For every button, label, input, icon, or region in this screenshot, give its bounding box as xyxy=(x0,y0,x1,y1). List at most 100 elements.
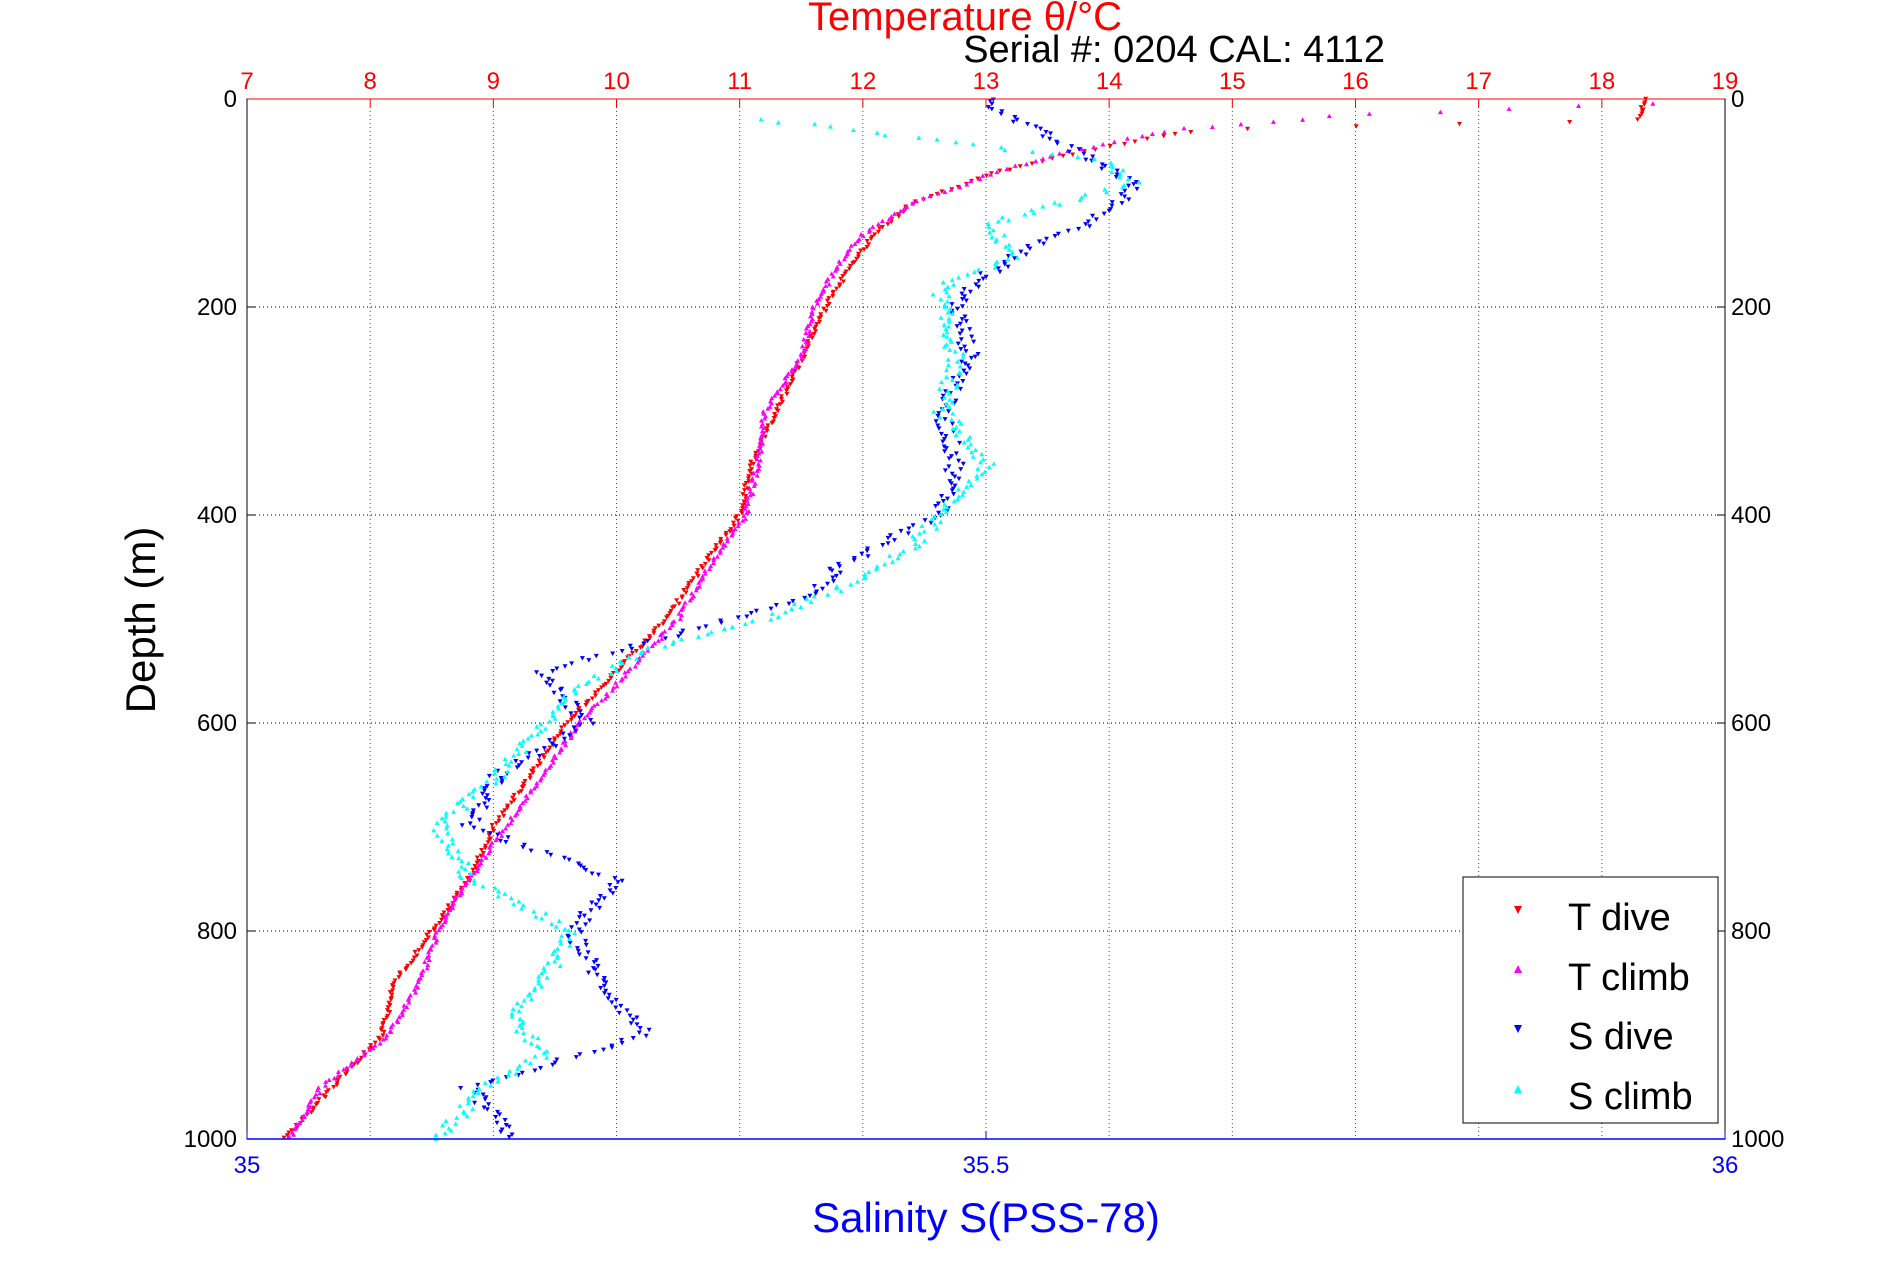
data-point-s-dive xyxy=(541,746,547,751)
data-point-s-dive xyxy=(936,411,942,416)
data-point-t-dive xyxy=(872,232,878,237)
data-point-s-dive xyxy=(957,440,963,446)
data-point-s-dive xyxy=(477,817,483,823)
data-point-s-climb xyxy=(442,818,448,824)
data-point-s-climb xyxy=(595,676,601,681)
data-point-t-climb xyxy=(517,803,523,809)
data-point-s-dive xyxy=(949,471,955,477)
data-point-s-climb xyxy=(912,536,918,541)
data-point-s-climb xyxy=(460,803,466,809)
data-point-t-dive xyxy=(637,645,643,651)
data-point-s-climb xyxy=(470,1093,476,1099)
data-point-t-dive xyxy=(547,745,553,750)
data-point-s-dive xyxy=(1010,119,1016,125)
data-point-t-dive xyxy=(629,651,635,656)
data-point-t-climb xyxy=(457,892,463,898)
data-point-s-dive xyxy=(497,838,503,844)
data-point-s-climb xyxy=(519,1003,525,1009)
data-point-s-dive xyxy=(1038,126,1044,132)
data-point-s-dive xyxy=(513,759,519,764)
data-point-s-dive xyxy=(962,294,968,299)
data-point-s-dive xyxy=(1076,147,1082,152)
data-point-s-dive xyxy=(480,828,486,834)
data-point-s-dive xyxy=(971,339,977,345)
data-point-s-dive xyxy=(958,337,964,342)
data-point-s-climb xyxy=(987,229,993,235)
data-point-s-dive xyxy=(835,561,841,567)
data-point-s-climb xyxy=(729,624,735,630)
data-point-s-dive xyxy=(956,458,962,464)
data-point-s-dive xyxy=(942,468,948,473)
data-point-t-dive xyxy=(718,536,724,542)
data-point-t-climb xyxy=(635,660,641,665)
data-point-t-dive xyxy=(850,261,856,266)
data-point-s-dive xyxy=(591,960,597,965)
data-point-s-climb xyxy=(930,292,936,297)
data-point-s-climb xyxy=(982,469,988,474)
data-point-s-climb xyxy=(947,347,953,353)
data-point-t-dive xyxy=(403,967,409,972)
data-point-s-dive xyxy=(583,942,589,948)
data-point-s-dive xyxy=(601,976,607,981)
y-tick-label-left: 800 xyxy=(197,918,237,945)
data-point-s-dive xyxy=(503,1122,509,1128)
data-point-t-dive xyxy=(286,1130,292,1135)
data-point-t-climb xyxy=(888,214,894,219)
data-point-s-climb xyxy=(992,261,998,266)
data-point-t-dive xyxy=(712,548,718,553)
data-point-s-climb xyxy=(964,484,970,489)
data-point-s-climb xyxy=(536,1045,542,1050)
data-point-t-dive xyxy=(816,316,822,321)
data-point-s-dive xyxy=(962,344,968,350)
data-point-s-dive xyxy=(963,298,969,303)
data-point-s-dive xyxy=(967,327,973,332)
data-point-s-climb xyxy=(943,509,949,514)
data-point-t-dive xyxy=(746,479,752,484)
data-point-t-climb xyxy=(743,516,749,521)
data-point-t-climb xyxy=(362,1049,368,1055)
data-point-t-dive xyxy=(377,1037,383,1042)
data-point-s-dive xyxy=(579,656,585,661)
data-point-t-climb xyxy=(658,632,664,638)
data-point-s-dive xyxy=(574,946,580,951)
data-point-t-climb xyxy=(301,1114,307,1120)
data-point-s-climb xyxy=(444,846,450,852)
data-point-t-dive xyxy=(284,1133,290,1138)
data-point-t-dive xyxy=(735,518,741,524)
data-point-t-dive xyxy=(385,1005,391,1010)
data-point-s-climb xyxy=(549,921,555,927)
data-point-t-dive xyxy=(454,893,460,898)
data-point-t-dive xyxy=(885,222,891,227)
data-point-s-climb xyxy=(1120,184,1126,189)
data-point-s-climb xyxy=(563,697,569,702)
data-point-s-dive xyxy=(459,823,465,828)
data-point-t-climb xyxy=(291,1132,297,1137)
data-point-s-dive xyxy=(1134,186,1140,192)
data-point-t-climb xyxy=(618,678,624,683)
data-point-s-dive xyxy=(610,651,616,657)
data-point-s-climb xyxy=(919,523,925,529)
data-point-s-climb xyxy=(465,1100,471,1106)
data-point-t-dive xyxy=(392,978,398,984)
data-point-t-climb xyxy=(762,415,768,421)
data-point-s-dive xyxy=(577,709,583,714)
data-point-s-climb xyxy=(1031,210,1037,215)
data-point-s-climb xyxy=(532,1053,538,1059)
data-point-s-dive xyxy=(936,510,942,516)
data-point-s-dive xyxy=(589,871,595,877)
data-point-t-dive xyxy=(732,515,738,521)
data-point-t-climb xyxy=(602,696,608,701)
data-point-t-dive xyxy=(573,710,579,716)
data-point-s-dive xyxy=(1085,219,1091,225)
data-point-t-dive xyxy=(389,992,395,998)
data-point-t-climb xyxy=(478,860,484,866)
data-point-s-dive xyxy=(768,606,774,612)
data-point-s-dive xyxy=(953,451,959,456)
data-point-t-climb xyxy=(415,985,421,990)
data-point-s-climb xyxy=(910,534,916,539)
data-point-t-dive xyxy=(431,927,437,933)
data-point-t-climb xyxy=(696,580,702,585)
data-point-s-climb xyxy=(993,239,999,244)
data-point-s-dive xyxy=(566,935,572,940)
data-point-t-dive xyxy=(416,948,422,953)
